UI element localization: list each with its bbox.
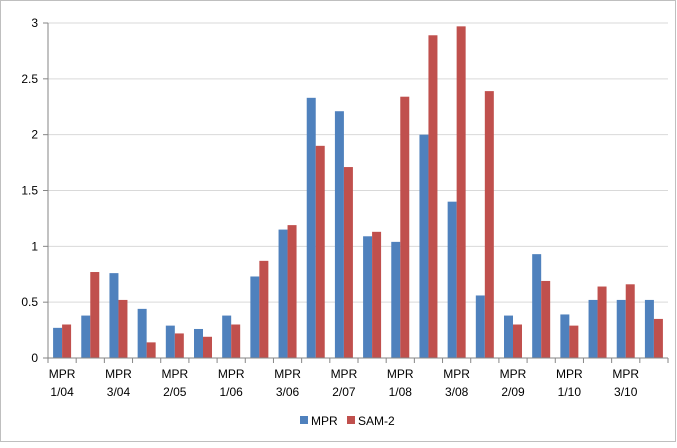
- x-tick-label-line: 3/10: [614, 385, 638, 399]
- x-tick-label: MPR 1/08: [387, 367, 414, 399]
- bar-mpr: [504, 315, 513, 358]
- bar-mpr: [419, 134, 429, 358]
- bar-mpr: [588, 299, 598, 358]
- bar-mpr: [194, 328, 203, 358]
- bar-mpr: [334, 111, 344, 358]
- bar-mpr: [53, 327, 63, 358]
- x-tick-label: MPR 1/06: [218, 367, 245, 399]
- bar-mpr: [109, 273, 119, 358]
- x-tick-label-line: 2/05: [163, 385, 187, 399]
- x-tick-label: MPR 2/07: [331, 367, 358, 399]
- x-tick-label-line: 2/07: [332, 385, 356, 399]
- x-tick-label-line: MPR: [556, 367, 583, 381]
- x-tick-label-line: MPR: [612, 367, 639, 381]
- bar-sam-2: [653, 318, 663, 358]
- bar-sam-2: [456, 26, 466, 358]
- bar-sam-2: [541, 280, 551, 358]
- x-tick-label-line: MPR: [49, 367, 76, 381]
- bar-sam-2: [90, 272, 100, 358]
- x-tick-label-line: MPR: [443, 367, 470, 381]
- bar-mpr: [250, 276, 260, 358]
- x-tick-label: MPR 3/06: [274, 367, 301, 399]
- x-axis-tick-labels: MPR 1/04 MPR 3/04 MPR 2/05 MPR 1/06 MPR 3/06 MPR 2/…: [49, 367, 640, 399]
- legend-label: MPR: [311, 414, 338, 428]
- bar-sam-2: [315, 145, 325, 358]
- bar-sam-2: [484, 91, 494, 359]
- bar-sam-2: [625, 284, 635, 358]
- y-tick-label: 3: [31, 16, 38, 30]
- bar-mpr: [363, 236, 373, 358]
- x-tick-label: MPR 1/04: [49, 367, 76, 399]
- bar-mpr: [391, 241, 401, 358]
- bar-mpr: [137, 308, 147, 358]
- x-tick-label-line: 1/10: [558, 385, 582, 399]
- legend-swatch: [300, 416, 308, 424]
- y-tick-label: 1.5: [21, 184, 38, 198]
- x-tick-label-line: MPR: [274, 367, 301, 381]
- bars: [53, 26, 663, 359]
- x-tick-label: MPR 3/08: [443, 367, 470, 399]
- legend-swatch: [347, 416, 355, 424]
- y-tick-label: 2.5: [21, 72, 38, 86]
- x-tick-label-line: 2/09: [501, 385, 525, 399]
- bar-mpr: [447, 201, 457, 358]
- bar-mpr: [560, 314, 570, 358]
- x-tick-label: MPR 2/09: [500, 367, 527, 399]
- x-tick-label: MPR 2/05: [161, 367, 188, 399]
- x-tick-label-line: MPR: [105, 367, 132, 381]
- y-tick-label: 0: [31, 351, 38, 365]
- bar-mpr: [306, 97, 316, 358]
- bar-sam-2: [400, 96, 410, 358]
- x-tick-label-line: MPR: [218, 367, 245, 381]
- legend: MPR SAM-2: [300, 414, 395, 428]
- x-tick-label: MPR 3/04: [105, 367, 132, 399]
- bar-mpr: [165, 325, 175, 358]
- bar-sam-2: [62, 324, 72, 358]
- bar-mpr: [81, 315, 91, 358]
- x-tick-label-line: 3/04: [107, 385, 131, 399]
- bar-mpr: [532, 254, 542, 358]
- x-tick-label-line: 3/08: [445, 385, 469, 399]
- bar-sam-2: [203, 336, 212, 358]
- gridlines: [48, 22, 668, 303]
- legend-label: SAM-2: [358, 414, 395, 428]
- bar-sam-2: [146, 342, 156, 358]
- bar-sam-2: [343, 167, 353, 358]
- bar-mpr: [475, 295, 485, 358]
- y-tick-label: 2: [31, 128, 38, 142]
- x-tick-label: MPR 1/10: [556, 367, 583, 399]
- bar-sam-2: [118, 299, 128, 358]
- y-tick-label: 0.5: [21, 295, 38, 309]
- axes: [43, 22, 669, 363]
- bar-sam-2: [174, 333, 184, 358]
- x-tick-label-line: MPR: [500, 367, 527, 381]
- x-tick-label-line: 3/06: [276, 385, 300, 399]
- bar-sam-2: [569, 325, 579, 358]
- bar-mpr: [616, 299, 626, 358]
- x-tick-label: MPR 3/10: [612, 367, 639, 399]
- y-axis-tick-labels: 0 0.5 1 1.5 2 2.5 3: [21, 16, 38, 365]
- x-tick-label-line: MPR: [387, 367, 414, 381]
- x-tick-label-line: 1/08: [389, 385, 413, 399]
- x-tick-label-line: MPR: [331, 367, 358, 381]
- x-tick-label-line: 1/06: [220, 385, 244, 399]
- x-tick-label-line: MPR: [161, 367, 188, 381]
- bar-sam-2: [231, 324, 241, 358]
- bar-sam-2: [597, 286, 607, 358]
- x-tick-label-line: 1/04: [50, 385, 74, 399]
- bar-mpr: [278, 229, 288, 358]
- bar-sam-2: [372, 231, 382, 358]
- y-tick-label: 1: [31, 239, 38, 253]
- bar-sam-2: [259, 260, 269, 358]
- bar-mpr: [644, 299, 654, 358]
- bar-sam-2: [287, 225, 297, 358]
- bar-mpr: [222, 315, 232, 358]
- bar-sam-2: [428, 35, 438, 358]
- bar-sam-2: [513, 324, 522, 358]
